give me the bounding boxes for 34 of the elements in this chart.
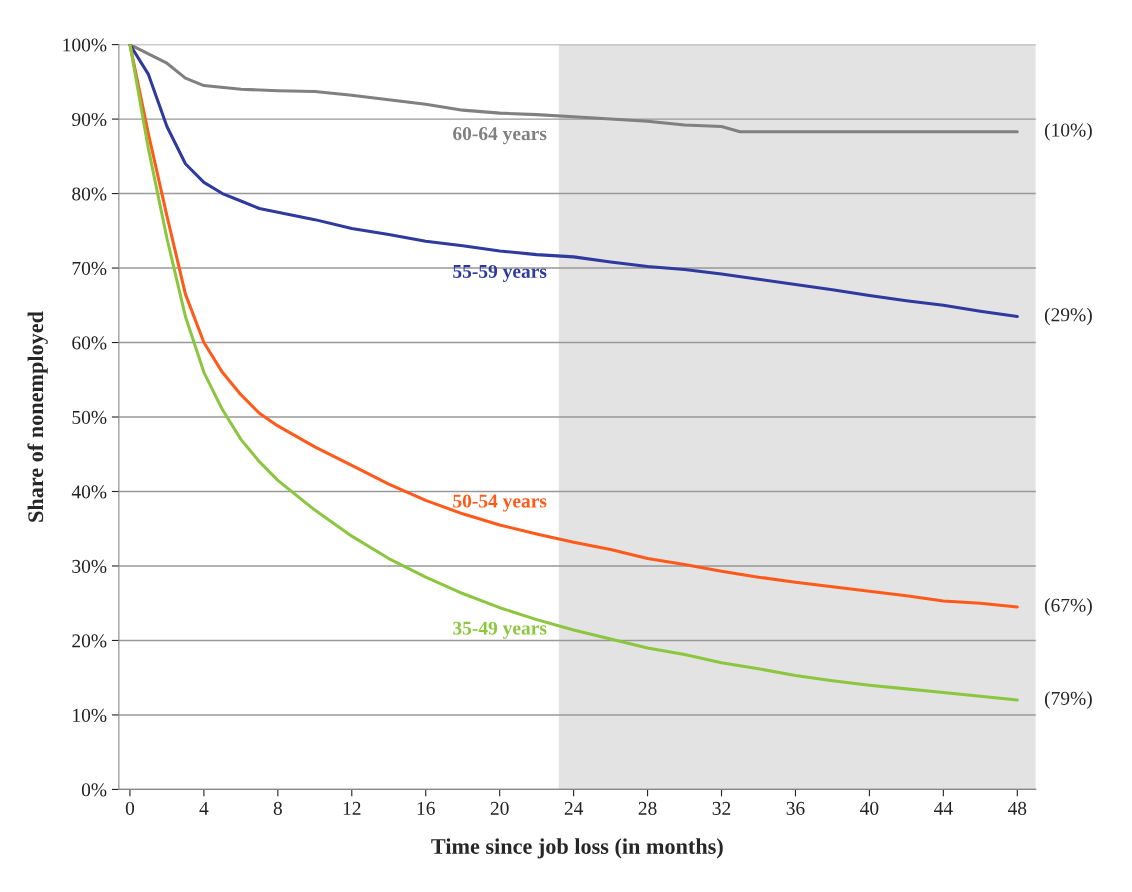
x-tick-label: 40: [860, 801, 879, 815]
series-label: 60-64 years: [453, 127, 547, 145]
x-tick-label: 28: [638, 801, 657, 815]
x-tick-label: 0: [125, 801, 135, 815]
text: (79%): [1044, 691, 1092, 709]
y-axis-title: Share of nonemployed: [27, 311, 48, 522]
text: (10%): [1044, 122, 1092, 141]
y-tick-label: 50%: [72, 410, 107, 425]
x-tick-label: 4: [199, 801, 209, 815]
series-label: 55-59 years: [453, 264, 547, 282]
y-tick-label: 40%: [71, 485, 107, 499]
x-tick-label: 20: [490, 801, 509, 815]
y-tick-label: 10%: [73, 708, 107, 722]
y-tick-label: 70%: [72, 261, 107, 276]
series-label: 35-49 years: [453, 621, 547, 639]
y-tick-label: 0%: [81, 783, 107, 797]
y-tick-label: 20%: [72, 634, 107, 648]
y-tick-label: 80%: [72, 187, 107, 201]
y-tick-label: 30%: [72, 559, 107, 573]
x-tick-label: 44: [934, 801, 953, 815]
x-axis-title: Time since job loss (in months): [431, 838, 723, 859]
y-tick-label: 100%: [63, 38, 107, 52]
x-tick-label: 16: [417, 801, 435, 815]
y-tick-label: 90%: [72, 112, 107, 127]
x-tick-label: 32: [712, 801, 731, 815]
x-tick-label: 12: [343, 801, 361, 815]
text: (29%): [1044, 307, 1092, 326]
x-tick-label: 48: [1007, 801, 1027, 815]
x-tick-label: 8: [273, 801, 282, 815]
x-tick-label: 36: [786, 801, 805, 815]
y-tick-label: 60%: [72, 336, 107, 350]
text: (67%): [1044, 598, 1092, 616]
series-label: 50-54 years: [453, 494, 547, 512]
x-tick-label: 24: [564, 801, 584, 815]
